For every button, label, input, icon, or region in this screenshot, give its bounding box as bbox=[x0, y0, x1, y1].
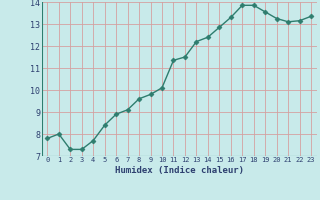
X-axis label: Humidex (Indice chaleur): Humidex (Indice chaleur) bbox=[115, 166, 244, 175]
